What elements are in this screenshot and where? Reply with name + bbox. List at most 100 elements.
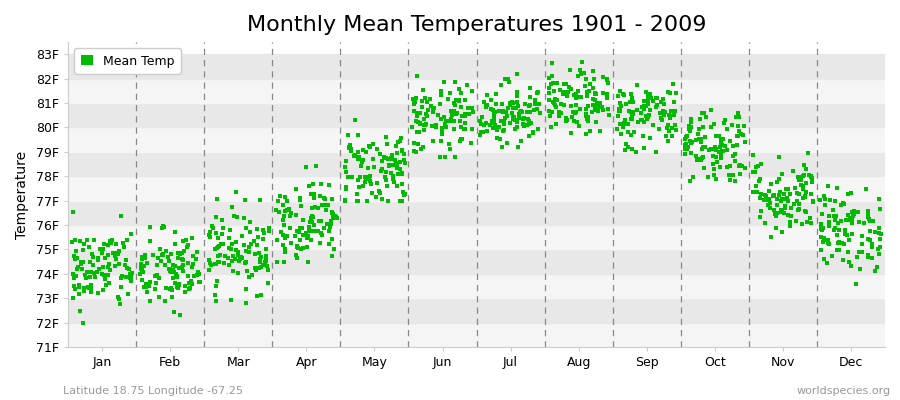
Point — [802, 172, 816, 178]
Point — [92, 266, 106, 272]
Point — [502, 79, 517, 85]
Point — [862, 228, 877, 234]
Point — [860, 214, 875, 220]
Point — [694, 138, 708, 145]
Point — [208, 292, 222, 298]
Point — [733, 171, 747, 177]
Point — [684, 124, 698, 130]
Point — [457, 111, 472, 117]
Point — [238, 260, 252, 266]
Point — [788, 185, 802, 191]
Point — [762, 197, 777, 203]
Point — [490, 125, 504, 132]
Point — [137, 284, 151, 290]
Point — [842, 237, 856, 244]
Point — [275, 242, 290, 249]
Point — [545, 59, 560, 66]
Point — [454, 104, 468, 110]
Point — [550, 80, 564, 86]
Point — [117, 262, 131, 268]
Point — [617, 116, 632, 123]
Point — [845, 217, 859, 224]
Point — [625, 94, 639, 101]
Point — [115, 239, 130, 246]
Point — [379, 134, 393, 140]
Point — [861, 254, 876, 261]
Point — [171, 250, 185, 256]
Point — [327, 246, 341, 252]
Point — [91, 254, 105, 261]
Point — [717, 119, 732, 126]
Point — [256, 236, 270, 242]
Point — [390, 161, 404, 167]
Point — [638, 89, 652, 95]
Point — [817, 235, 832, 242]
Point — [108, 263, 122, 269]
Point — [843, 189, 858, 196]
Bar — [68, 128, 885, 152]
Point — [767, 192, 781, 199]
Point — [292, 225, 307, 231]
Point — [624, 132, 638, 138]
Point — [446, 99, 461, 106]
Point — [172, 280, 186, 287]
Point — [678, 146, 692, 152]
Point — [582, 128, 597, 134]
Point — [283, 213, 297, 219]
Point — [104, 266, 118, 273]
Point — [391, 150, 405, 156]
Point — [307, 191, 321, 198]
Point — [369, 194, 383, 200]
Point — [505, 99, 519, 105]
Point — [661, 88, 675, 95]
Point — [509, 89, 524, 95]
Point — [82, 244, 96, 250]
Point — [413, 120, 428, 126]
Point — [300, 244, 314, 250]
Point — [82, 285, 96, 292]
Point — [143, 297, 157, 304]
Point — [383, 170, 398, 176]
Point — [686, 174, 700, 180]
Point — [770, 210, 785, 216]
Point — [552, 113, 566, 119]
Point — [511, 144, 526, 150]
Point — [704, 124, 718, 130]
Point — [192, 279, 206, 285]
Point — [166, 262, 180, 268]
Point — [636, 103, 651, 110]
Point — [305, 219, 320, 225]
Point — [517, 116, 531, 122]
Point — [860, 253, 875, 259]
Point — [480, 92, 494, 98]
Point — [161, 254, 176, 260]
Point — [74, 260, 88, 267]
Point — [419, 99, 434, 105]
Point — [117, 244, 131, 250]
Point — [795, 221, 809, 227]
Point — [224, 204, 238, 210]
Point — [644, 91, 658, 97]
Point — [85, 289, 99, 296]
Point — [798, 208, 813, 214]
Point — [591, 102, 606, 109]
Point — [500, 140, 514, 146]
Point — [662, 112, 676, 118]
Point — [326, 212, 340, 219]
Point — [324, 221, 338, 227]
Point — [439, 118, 454, 125]
Text: worldspecies.org: worldspecies.org — [796, 386, 891, 396]
Point — [569, 91, 583, 97]
Point — [754, 161, 769, 168]
Point — [745, 168, 760, 175]
Point — [289, 186, 303, 192]
Point — [778, 186, 793, 192]
Point — [69, 255, 84, 261]
Point — [522, 118, 536, 124]
Point — [625, 116, 639, 122]
Point — [586, 102, 600, 108]
Point — [625, 110, 639, 116]
Point — [653, 110, 668, 116]
Point — [542, 85, 556, 91]
Point — [454, 124, 468, 130]
